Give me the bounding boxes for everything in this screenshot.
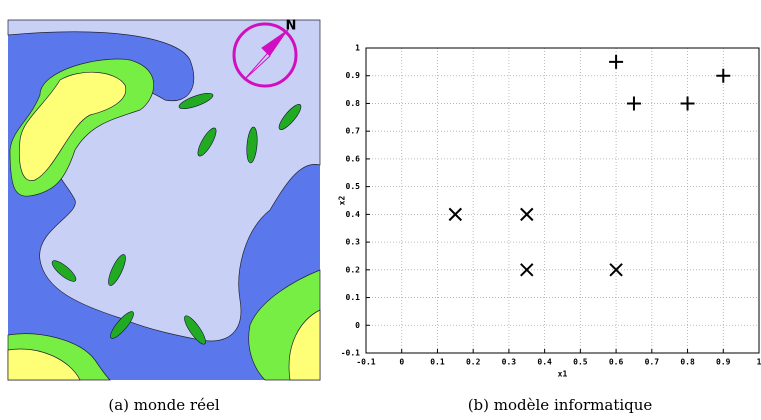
x-tick-label: 0.5 bbox=[573, 358, 588, 367]
point bbox=[716, 69, 730, 83]
map: N bbox=[8, 19, 320, 381]
x-tick-label: -0.1 bbox=[356, 358, 375, 367]
y-tick-label: 0.6 bbox=[346, 154, 361, 163]
x-axis-label: x1 bbox=[558, 370, 568, 379]
y-tick-label: 0.9 bbox=[346, 71, 361, 80]
caption: (a) monde réel bbox=[108, 396, 220, 414]
x-tick-label: 1 bbox=[757, 358, 761, 367]
x-tick-label: 0.9 bbox=[716, 358, 731, 367]
x-tick-label: 0.4 bbox=[537, 358, 552, 367]
x-tick-label: 0.1 bbox=[430, 358, 445, 367]
y-tick-label: 1 bbox=[355, 44, 360, 53]
x-tick-label: 0.7 bbox=[645, 358, 660, 367]
compass-label: N bbox=[286, 19, 297, 34]
y-tick-label: -0.1 bbox=[341, 349, 360, 358]
page: N (a) monde réel (b) modèle informatique… bbox=[0, 0, 761, 420]
x-tick-label: 0.8 bbox=[680, 358, 695, 367]
y-tick-label: 0.7 bbox=[346, 127, 361, 136]
y-tick-label: 0 bbox=[355, 321, 360, 330]
y-tick-label: 0.1 bbox=[346, 293, 361, 302]
x-tick-label: 0.2 bbox=[466, 358, 481, 367]
x-tick-label: 0.6 bbox=[609, 358, 624, 367]
caption: (b) modèle informatique bbox=[468, 396, 653, 414]
point bbox=[627, 96, 641, 110]
y-tick-label: 0.2 bbox=[346, 265, 361, 274]
x-tick-label: 0.3 bbox=[502, 358, 517, 367]
y-tick-label: 0.4 bbox=[346, 210, 361, 219]
point bbox=[610, 264, 622, 276]
figure: N (a) monde réel (b) modèle informatique… bbox=[0, 0, 761, 420]
point bbox=[681, 96, 695, 110]
x-tick-label: 0 bbox=[399, 358, 404, 367]
point bbox=[609, 55, 623, 69]
y-tick-label: 0.8 bbox=[346, 99, 361, 108]
y-tick-label: 0.5 bbox=[346, 182, 361, 191]
y-tick-label: 0.3 bbox=[346, 238, 361, 247]
y-axis-label: x2 bbox=[338, 196, 347, 206]
plot-frame bbox=[366, 48, 759, 353]
